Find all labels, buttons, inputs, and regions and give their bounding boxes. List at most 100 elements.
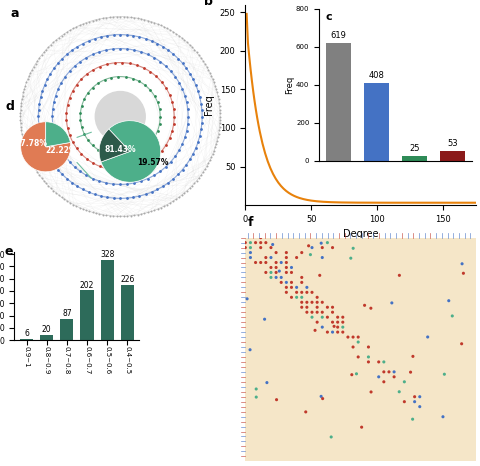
Point bbox=[95, 178, 103, 185]
Point bbox=[170, 113, 178, 120]
Point bbox=[17, 120, 24, 127]
Point bbox=[52, 36, 60, 44]
Point bbox=[323, 303, 331, 311]
Point bbox=[212, 85, 220, 93]
Point bbox=[108, 152, 115, 159]
Point bbox=[302, 308, 310, 316]
Point bbox=[354, 353, 361, 361]
Point bbox=[201, 60, 208, 67]
Point bbox=[45, 43, 52, 51]
Point bbox=[73, 43, 81, 50]
Point bbox=[317, 240, 324, 247]
Point bbox=[70, 201, 77, 208]
Point bbox=[169, 28, 177, 35]
Point bbox=[212, 140, 220, 148]
Point bbox=[79, 20, 86, 27]
Point bbox=[85, 37, 93, 45]
Point bbox=[243, 295, 251, 302]
Point bbox=[156, 58, 164, 65]
Point bbox=[186, 156, 193, 163]
Point bbox=[146, 87, 154, 94]
Point bbox=[66, 67, 73, 75]
Point bbox=[72, 81, 80, 89]
Point bbox=[36, 54, 43, 62]
Point bbox=[287, 264, 295, 271]
Point bbox=[156, 204, 164, 212]
Point bbox=[91, 35, 98, 42]
Point bbox=[214, 96, 222, 103]
Point bbox=[297, 279, 305, 286]
Point bbox=[72, 203, 80, 210]
Point bbox=[180, 92, 188, 99]
Text: 19.57%: 19.57% bbox=[137, 158, 168, 167]
Point bbox=[108, 74, 115, 81]
Point bbox=[144, 51, 151, 58]
Point bbox=[190, 179, 198, 187]
Point bbox=[17, 127, 25, 134]
Point bbox=[328, 318, 336, 326]
Text: 81.43%: 81.43% bbox=[105, 145, 136, 154]
Point bbox=[272, 264, 279, 271]
Point bbox=[246, 239, 254, 247]
Point bbox=[262, 259, 269, 266]
Point bbox=[272, 259, 279, 266]
Point bbox=[154, 206, 161, 213]
Point bbox=[58, 147, 65, 154]
Point bbox=[84, 136, 92, 144]
Point bbox=[444, 297, 452, 304]
Point bbox=[389, 373, 397, 381]
Point bbox=[164, 47, 172, 54]
Point bbox=[203, 163, 210, 170]
Point bbox=[330, 322, 337, 330]
Point bbox=[171, 153, 179, 160]
Text: 87: 87 bbox=[62, 309, 72, 318]
Point bbox=[135, 33, 143, 41]
Point bbox=[78, 123, 85, 131]
Point bbox=[308, 244, 315, 251]
Point bbox=[110, 59, 118, 67]
Point bbox=[266, 264, 274, 271]
Point bbox=[17, 103, 25, 110]
Point bbox=[150, 133, 158, 141]
Point bbox=[327, 433, 335, 441]
Point bbox=[379, 358, 387, 366]
Point bbox=[328, 244, 336, 251]
Point bbox=[125, 60, 133, 67]
Point bbox=[214, 92, 221, 99]
Point bbox=[188, 43, 195, 51]
Point bbox=[197, 171, 204, 179]
Point bbox=[114, 153, 122, 160]
Point bbox=[82, 171, 90, 179]
Point bbox=[164, 179, 172, 186]
Point bbox=[216, 113, 224, 120]
Point bbox=[262, 254, 269, 261]
Point bbox=[110, 166, 118, 174]
Point bbox=[142, 35, 149, 42]
Point bbox=[55, 192, 62, 199]
Point bbox=[77, 150, 85, 158]
Point bbox=[96, 211, 103, 218]
Point bbox=[80, 130, 88, 137]
Point bbox=[216, 120, 223, 127]
Point bbox=[54, 85, 62, 93]
Point bbox=[408, 353, 416, 360]
Point bbox=[40, 177, 48, 185]
Point bbox=[17, 106, 24, 113]
Point bbox=[22, 82, 29, 89]
Point bbox=[133, 14, 141, 22]
Point bbox=[246, 249, 254, 256]
Point bbox=[79, 186, 87, 193]
Point bbox=[135, 148, 143, 155]
Point bbox=[304, 242, 312, 249]
Point bbox=[194, 138, 202, 145]
Point bbox=[159, 183, 167, 190]
Point bbox=[447, 312, 455, 320]
Point bbox=[410, 398, 418, 405]
Point bbox=[34, 57, 41, 64]
Point bbox=[178, 140, 186, 148]
Point bbox=[116, 212, 124, 220]
Point bbox=[277, 259, 285, 266]
Point bbox=[109, 13, 117, 21]
Point bbox=[211, 144, 218, 151]
Point bbox=[123, 13, 131, 21]
